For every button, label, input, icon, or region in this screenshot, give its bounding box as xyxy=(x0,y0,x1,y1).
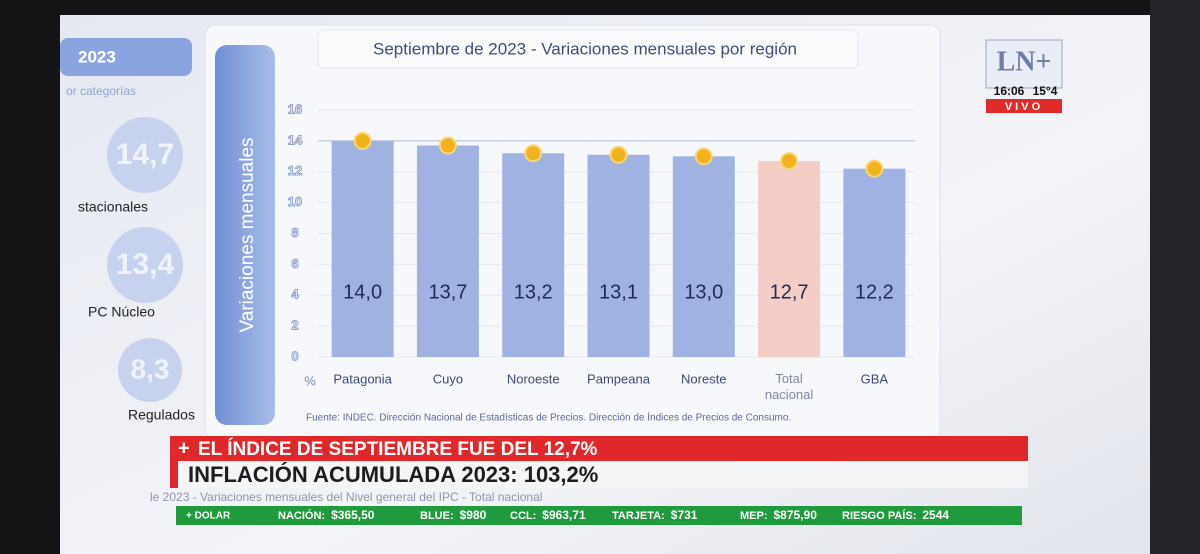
plot: 0 2 4 6 8 10 12 14 16 Patagonia 14,0 Cuyo 13,7 Noroes… xyxy=(287,101,915,402)
ticker-name: RIESGO PAÍS: xyxy=(842,509,916,522)
x-tick-label: Cuyo xyxy=(433,371,463,386)
top-marker xyxy=(865,159,884,178)
chart-title: Septiembre de 2023 - Variaciones mensual… xyxy=(373,39,797,58)
main-accent xyxy=(170,461,178,488)
y-tick-label: 2 xyxy=(291,318,298,333)
headline-bar xyxy=(170,436,1028,461)
y-tick-label: 0 xyxy=(291,348,298,363)
y-tick-label: 4 xyxy=(291,287,299,302)
bubble-label: stacionales xyxy=(78,199,148,215)
bar xyxy=(331,140,394,357)
source: Fuente: INDEC. Dirección Nacional de Est… xyxy=(306,411,791,424)
y-axis-label: Variaciones mensuales xyxy=(237,137,258,332)
ticker-value: $365,50 xyxy=(331,508,375,522)
bubble xyxy=(118,338,182,402)
bubble-label: Regulados xyxy=(128,407,195,423)
value-label: 14,0 xyxy=(343,281,382,303)
y-tick-label: 12 xyxy=(288,163,302,178)
ticker-label: + DOLAR xyxy=(186,511,231,522)
top-marker xyxy=(438,136,457,155)
bar xyxy=(758,160,821,357)
value-label: 12,2 xyxy=(855,281,894,303)
logo-text: LN+ xyxy=(997,46,1052,77)
y-tick-label: 10 xyxy=(288,194,302,209)
ticker-name: BLUE: xyxy=(420,510,454,522)
temperature: 15°4 xyxy=(1033,84,1058,98)
top-marker xyxy=(780,151,799,170)
live-badge xyxy=(986,99,1062,113)
top-marker xyxy=(353,131,372,150)
y-tick-label: 8 xyxy=(291,225,298,240)
x-tick-label: Patagonia xyxy=(333,371,392,386)
ticker-bar xyxy=(176,506,1022,525)
year-tab xyxy=(60,38,192,76)
bubble xyxy=(107,117,183,193)
unit: % xyxy=(304,373,316,388)
bar xyxy=(843,168,906,357)
value-label: 13,2 xyxy=(514,281,553,303)
clock: 16:06 xyxy=(994,84,1025,98)
bubble xyxy=(107,227,183,303)
x-tick-label: Total nacional xyxy=(765,371,814,402)
bar xyxy=(672,156,735,357)
value-label: 13,0 xyxy=(684,281,723,303)
live-text: VIVO xyxy=(1005,101,1043,113)
logo-box xyxy=(985,39,1063,89)
ticker-value: 2544 xyxy=(922,508,949,522)
ticker-value: $731 xyxy=(671,508,698,522)
bar xyxy=(416,145,479,357)
ticker-name: MEP: xyxy=(740,510,768,522)
top-marker xyxy=(694,147,713,166)
plus-icon: + xyxy=(178,437,190,459)
bezel-right xyxy=(1150,0,1200,554)
bubble-value: 8,3 xyxy=(131,353,170,384)
y-tick-label: 14 xyxy=(288,132,303,147)
behind-text: le 2023 - Variaciones mensuales del Nive… xyxy=(150,490,542,504)
x-tick-label: Noreste xyxy=(681,371,727,386)
y-tick-label: 16 xyxy=(288,101,302,116)
bubble-label: PC Núcleo xyxy=(88,304,155,320)
ticker-name: TARJETA: xyxy=(612,510,665,522)
ticker-name: CCL: xyxy=(510,510,536,522)
panel-subtitle: or categorías xyxy=(66,84,136,98)
ticker-value: $963,71 xyxy=(542,508,586,522)
x-tick-label: Noroeste xyxy=(507,371,560,386)
bubble-value: 14,7 xyxy=(116,138,174,171)
ticker-value: $875,90 xyxy=(774,508,818,522)
ticker: + DOLAR NACIÓN: $365,50 BLUE: $980 CCL: $963,7… xyxy=(186,508,949,522)
x-tick-label: GBA xyxy=(861,371,889,386)
year: 2023 xyxy=(78,47,116,66)
main-bar xyxy=(170,461,1028,488)
headline: EL ÍNDICE DE SEPTIEMBRE FUE DEL 12,7% xyxy=(198,438,598,460)
ticker-value: $980 xyxy=(460,508,487,522)
top-marker xyxy=(524,144,543,163)
title-box xyxy=(317,29,859,69)
bar xyxy=(587,154,650,357)
value-label: 12,7 xyxy=(770,281,809,303)
ticker-name: NACIÓN: xyxy=(278,509,325,522)
value-label: 13,1 xyxy=(599,281,638,303)
bubble-value: 13,4 xyxy=(116,248,175,281)
y-tick-label: 6 xyxy=(291,256,298,271)
top-marker xyxy=(609,145,628,164)
y-label-tab xyxy=(215,45,275,425)
value-label: 13,7 xyxy=(428,281,467,303)
bar xyxy=(502,153,565,357)
x-tick-label: Pampeana xyxy=(587,371,651,386)
main-headline: INFLACIÓN ACUMULADA 2023: 103,2% xyxy=(188,462,598,487)
